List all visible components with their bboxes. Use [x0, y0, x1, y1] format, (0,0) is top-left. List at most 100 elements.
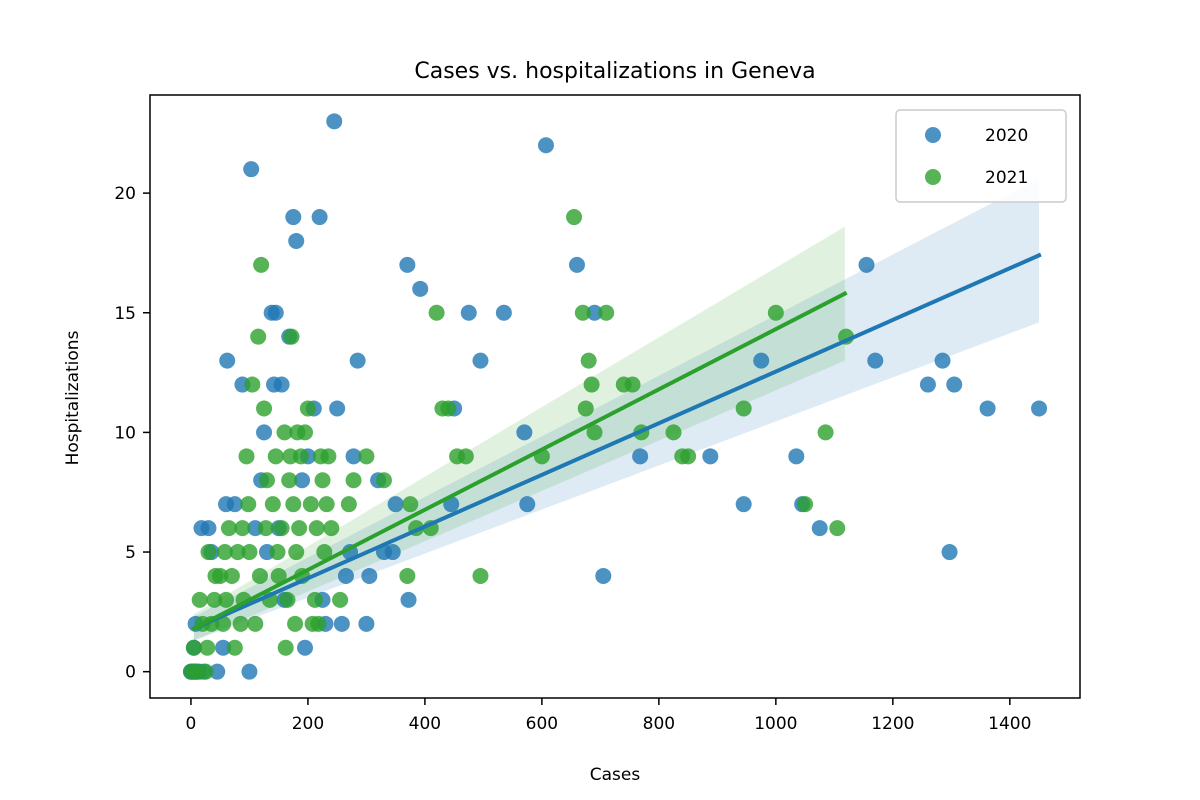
data-point	[232, 615, 249, 632]
data-point	[279, 591, 296, 608]
data-point	[191, 591, 208, 608]
x-axis-label: Cases	[590, 765, 641, 785]
data-point	[219, 352, 236, 369]
data-point	[200, 520, 217, 537]
data-point	[257, 520, 274, 537]
y-tick-label: 5	[125, 543, 136, 563]
data-point	[858, 256, 875, 273]
data-point	[256, 424, 273, 441]
data-point	[197, 663, 214, 680]
x-tick-label: 800	[643, 714, 675, 734]
data-point	[306, 591, 323, 608]
data-point	[519, 496, 536, 513]
data-point	[285, 209, 302, 226]
data-point	[586, 424, 603, 441]
data-point	[574, 304, 591, 321]
data-point	[267, 448, 284, 465]
data-point	[297, 639, 313, 656]
data-point	[281, 472, 298, 489]
data-point	[577, 400, 594, 417]
data-point	[264, 496, 281, 513]
data-point	[283, 328, 300, 345]
data-point	[440, 400, 457, 417]
data-point	[269, 544, 286, 561]
x-tick-label: 1000	[754, 714, 797, 734]
data-point	[399, 256, 416, 273]
data-point	[288, 544, 305, 561]
data-point	[402, 496, 419, 513]
data-point	[240, 496, 257, 513]
chart-title: Cases vs. hospitalizations in Geneva	[414, 59, 815, 84]
data-point	[387, 496, 404, 513]
data-point	[811, 520, 828, 537]
data-point	[273, 376, 290, 393]
data-point	[412, 280, 429, 297]
data-point	[251, 567, 268, 584]
data-point	[294, 472, 311, 489]
data-point	[270, 567, 287, 584]
axes-frame	[149, 94, 1081, 699]
x-tick-label: 1200	[871, 714, 914, 734]
data-point	[797, 496, 814, 513]
data-point	[457, 448, 474, 465]
data-point	[216, 544, 233, 561]
data-point	[209, 663, 226, 680]
data-point	[537, 137, 554, 154]
data-point	[206, 591, 223, 608]
data-point	[310, 615, 327, 632]
x-tick-label: 400	[409, 714, 441, 734]
data-point	[220, 520, 237, 537]
legend-box	[895, 109, 1067, 203]
data-point	[358, 615, 375, 632]
series-points	[182, 209, 855, 680]
data-point	[919, 376, 936, 393]
data-point	[234, 520, 251, 537]
y-axis-label: Hospitalizations	[63, 330, 83, 465]
data-point	[185, 639, 202, 656]
data-point	[624, 376, 641, 393]
data-point	[345, 472, 362, 489]
data-point	[199, 639, 216, 656]
data-point	[311, 209, 328, 226]
legend: 2020 2021	[895, 109, 1067, 203]
data-point	[702, 448, 719, 465]
data-point	[384, 544, 401, 561]
data-point	[358, 448, 375, 465]
data-point	[287, 615, 304, 632]
data-point	[215, 639, 232, 656]
data-point	[241, 544, 258, 561]
data-point	[566, 209, 583, 226]
data-point	[400, 591, 417, 608]
data-point	[332, 591, 349, 608]
data-point	[941, 544, 958, 561]
x-tick-label: 0	[186, 714, 197, 734]
data-point	[247, 615, 264, 632]
data-point	[946, 376, 963, 393]
data-point	[735, 400, 752, 417]
data-point	[516, 424, 533, 441]
data-point	[215, 615, 232, 632]
data-point	[302, 496, 319, 513]
data-point	[320, 448, 337, 465]
legend-label: 2021	[985, 168, 1028, 188]
data-point	[291, 520, 308, 537]
y-tick-label: 10	[114, 423, 136, 443]
data-point	[250, 328, 267, 345]
data-point	[680, 448, 697, 465]
data-point	[256, 400, 273, 417]
data-point	[428, 304, 445, 321]
data-point	[258, 472, 275, 489]
data-point	[1031, 400, 1048, 417]
data-point	[212, 567, 229, 584]
data-point	[326, 113, 343, 130]
data-point	[375, 472, 392, 489]
x-tick-label: 200	[292, 714, 324, 734]
data-point	[817, 424, 834, 441]
y-tick-label: 0	[125, 663, 136, 683]
data-point	[308, 520, 325, 537]
plot-area	[182, 113, 1048, 680]
data-point	[829, 520, 846, 537]
data-point	[200, 544, 217, 561]
data-point	[568, 256, 585, 273]
data-point	[472, 567, 489, 584]
